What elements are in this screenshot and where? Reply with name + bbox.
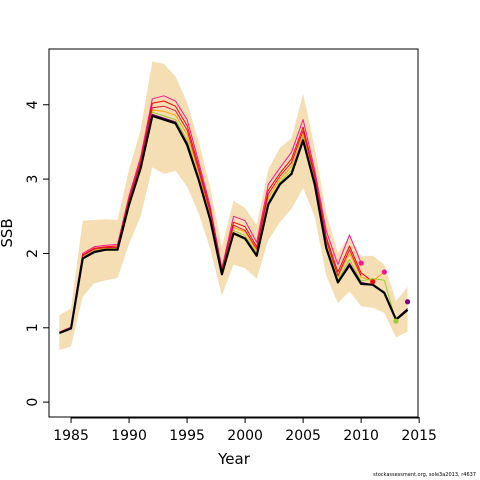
y-tick-label-0: 0 <box>25 398 41 407</box>
y-tick-label-3: 3 <box>25 175 41 184</box>
x-tick-label-2005: 2005 <box>285 428 321 444</box>
endpoint-marker-2014 <box>404 299 411 305</box>
series-line-main <box>59 114 409 335</box>
x-tick-label-1995: 1995 <box>169 428 205 444</box>
endpoint-marker-2012 <box>381 269 387 275</box>
series-line-retro-6 <box>59 105 362 333</box>
x-axis-title: Year <box>217 450 251 468</box>
x-tick-label-2015: 2015 <box>401 428 437 444</box>
endpoint-marker-2011 <box>370 279 376 285</box>
series-layer <box>59 95 409 335</box>
x-tick-label-2000: 2000 <box>227 428 263 444</box>
x-axis: 1985 1990 1995 2000 2005 2010 2015 <box>53 417 437 444</box>
x-tick-label-1985: 1985 <box>53 428 89 444</box>
series-line-retro-1 <box>59 95 362 333</box>
x-tick-label-2010: 2010 <box>343 428 379 444</box>
endpoint-marker-2010 <box>358 260 364 266</box>
y-tick-label-2: 2 <box>25 249 41 258</box>
endpoint-marker-2013 <box>393 318 399 324</box>
endpoints-layer <box>358 260 411 324</box>
y-axis: 0 1 2 3 4 <box>25 100 50 407</box>
y-axis-title: SSB <box>0 218 16 247</box>
x-tick-label-1990: 1990 <box>111 428 147 444</box>
source-footnote: stockassessment.org, sole3a2013, r4637 <box>373 472 476 478</box>
y-tick-label-1: 1 <box>25 323 41 332</box>
y-tick-label-4: 4 <box>25 100 41 109</box>
